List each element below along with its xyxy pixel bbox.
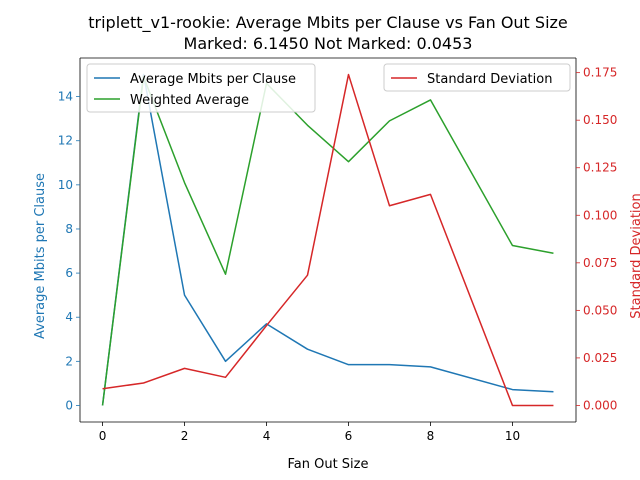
series-line-2: [101, 76, 554, 406]
y-left-tick-label: 0: [65, 398, 73, 412]
y-right-tick-label: 0.050: [583, 303, 617, 317]
y-right-tick-label: 0.150: [583, 113, 617, 127]
y-left-tick-label: 8: [65, 222, 73, 236]
x-tick-label: 8: [427, 429, 435, 443]
legend-right: Standard Deviation: [383, 63, 571, 92]
y-left-tick-label: 14: [58, 90, 73, 104]
x-ticks: 0 2 4 6 8 10: [99, 422, 520, 443]
y-left-tick-label: 12: [58, 134, 73, 148]
plot-lines: [101, 73, 554, 407]
y-left-tick-label: 10: [58, 178, 73, 192]
legend-label: Weighted Average: [130, 93, 249, 108]
series-line-3: [102, 73, 554, 407]
y-right-tick-label: 0.025: [583, 351, 617, 365]
y-axis-label-right: Standard Deviation: [629, 193, 640, 318]
y-right-tick-label: 0.000: [583, 398, 617, 412]
chart-title: triplett_v1-rookie: Average Mbits per Cl…: [88, 13, 568, 33]
legend-box: [383, 63, 571, 92]
y-axis-label-left: Average Mbits per Clause: [33, 173, 48, 339]
y-left-tick-label: 6: [65, 266, 73, 280]
y-ticks-right: 0.000 0.025 0.050 0.075 0.100 0.125 0.150 0.175: [576, 66, 617, 412]
y-right-tick-label: 0.125: [583, 161, 617, 175]
y-right-tick-label: 0.100: [583, 208, 617, 222]
x-tick-label: 2: [181, 429, 189, 443]
x-axis-label: Fan Out Size: [287, 457, 368, 472]
y-right-tick-label: 0.175: [583, 66, 617, 80]
legend-label: Average Mbits per Clause: [130, 72, 296, 87]
y-ticks-left: 0 2 4 6 8 10 12 14: [58, 90, 80, 412]
y-left-tick-label: 2: [65, 354, 73, 368]
legend-label: Standard Deviation: [427, 72, 552, 87]
legend-left: Average Mbits per Clause Weighted Average: [86, 63, 316, 113]
x-tick-label: 6: [345, 429, 353, 443]
x-tick-label: 4: [263, 429, 271, 443]
legend-box: [86, 63, 316, 113]
axes: [79, 57, 577, 423]
x-tick-label: 10: [505, 429, 520, 443]
series-line-1: [101, 73, 554, 406]
chart-subtitle: Marked: 6.1450 Not Marked: 0.0453: [184, 34, 473, 53]
y-right-tick-label: 0.075: [583, 256, 617, 270]
y-left-tick-label: 4: [65, 310, 73, 324]
x-tick-label: 0: [99, 429, 107, 443]
